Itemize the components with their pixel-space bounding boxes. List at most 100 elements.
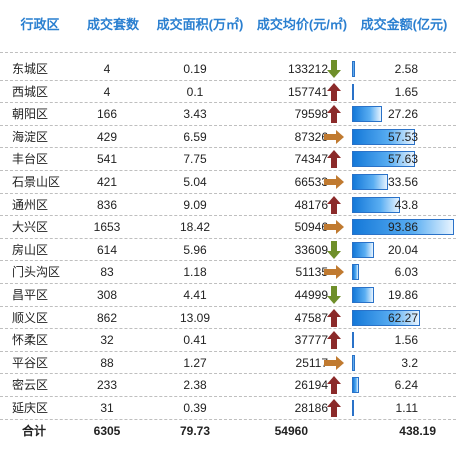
arrow-right-icon: [322, 352, 346, 374]
deal-count: 4: [103, 84, 111, 99]
arrow-up-icon: [322, 103, 346, 125]
row-separator: [0, 350, 456, 352]
deal-area: 1.27: [183, 355, 207, 370]
amount-bar: [352, 196, 400, 213]
amount-bar: [352, 128, 415, 145]
avg-price: 133212: [287, 62, 328, 76]
district-name: 房山区: [12, 242, 49, 257]
deal-count: 308: [96, 288, 118, 302]
district-name: 朝阳区: [12, 107, 49, 122]
avg-price: 44999: [294, 288, 328, 302]
amount-bar: [352, 309, 420, 326]
avg-price: 26194: [294, 378, 328, 393]
deal-count: 614: [96, 242, 118, 257]
arrow-up-icon: [322, 148, 346, 170]
deal-count: 862: [96, 310, 118, 325]
district-name: 石景山区: [12, 175, 61, 189]
avg-price: 33609: [294, 242, 328, 257]
row-separator: [0, 237, 456, 239]
header-amount: 成交金额(亿元): [360, 17, 448, 32]
district-name: 密云区: [12, 378, 49, 393]
district-name: 海淀区: [12, 129, 49, 144]
district-name: 昌平区: [12, 288, 49, 302]
total-label: 合计: [22, 424, 47, 438]
avg-price: 50946: [294, 220, 328, 235]
district-name: 大兴区: [12, 220, 49, 235]
deal-count: 1653: [93, 220, 121, 235]
amount-bar: [352, 264, 359, 281]
header-area: 成交面积(万㎡): [156, 17, 244, 32]
deal-count: 429: [96, 129, 118, 144]
table-row: 西城区 4 0.1 157741 1.65: [0, 81, 456, 104]
avg-price: 79598: [294, 107, 328, 122]
district-name: 西城区: [12, 84, 49, 99]
amount-bar: [352, 106, 382, 123]
deal-amount: 6.24: [394, 378, 418, 393]
deal-amount: 43.8: [394, 197, 418, 212]
table-row: 门头沟区 83 1.18 51135 6.03: [0, 261, 456, 284]
amount-bar: [352, 219, 454, 236]
deal-amount: 93.86: [387, 220, 418, 235]
row-separator: [0, 260, 456, 262]
arrow-down-icon: [322, 284, 346, 306]
deal-amount: 57.53: [387, 129, 418, 144]
table-row: 延庆区 31 0.39 28186 1.11: [0, 397, 456, 420]
total-price: 54960: [274, 424, 308, 438]
table-row: 通州区 836 9.09 48176 43.8: [0, 194, 456, 217]
table-row: 海淀区 429 6.59 87326 57.53: [0, 126, 456, 149]
deal-count: 421: [96, 175, 118, 189]
row-separator: [0, 418, 456, 420]
table-row: 密云区 233 2.38 26194 6.24: [0, 374, 456, 397]
deal-count: 88: [100, 355, 114, 370]
table-header: 行政区 成交套数 成交面积(万㎡) 成交均价(元/㎡) 成交金额(亿元): [0, 0, 456, 52]
row-separator: [0, 215, 456, 217]
deal-area: 0.41: [183, 333, 207, 348]
avg-price: 25117: [295, 355, 328, 370]
deal-count: 4: [103, 62, 111, 76]
avg-price: 48176: [294, 197, 328, 212]
deal-amount: 1.56: [394, 333, 418, 348]
row-separator: [0, 170, 456, 171]
deal-amount: 62.27: [387, 310, 418, 325]
district-name: 门头沟区: [12, 265, 61, 280]
district-name: 通州区: [12, 197, 49, 212]
arrow-up-icon: [322, 81, 346, 103]
table-row: 东城区 4 0.19 133212 2.58: [0, 58, 456, 81]
row-separator: [0, 79, 456, 81]
deal-count: 541: [96, 152, 118, 167]
table-row: 昌平区 308 4.41 44999 19.86: [0, 284, 456, 307]
table-row: 石景山区 421 5.04 66533 33.56: [0, 171, 456, 194]
deal-amount: 20.04: [387, 242, 418, 257]
total-row: 合计 6305 79.73 54960 438.19: [0, 420, 456, 443]
deal-area: 7.75: [183, 152, 207, 167]
arrow-up-icon: [322, 397, 346, 419]
avg-price: 87326: [294, 129, 328, 144]
deal-area: 18.42: [179, 220, 211, 235]
table-row: 房山区 614 5.96 33609 20.04: [0, 239, 456, 262]
deal-amount: 33.56: [387, 175, 418, 189]
deal-amount: 6.03: [394, 265, 418, 280]
avg-price: 47587: [294, 310, 328, 325]
arrow-up-icon: [322, 329, 346, 351]
deal-area: 4.41: [183, 288, 207, 302]
deal-count: 83: [100, 265, 114, 280]
deal-amount: 57.63: [387, 152, 418, 167]
district-name: 怀柔区: [12, 333, 49, 348]
avg-price: 37777: [294, 333, 328, 348]
amount-bar: [352, 151, 415, 168]
district-name: 平谷区: [12, 355, 49, 370]
amount-bar: [352, 332, 354, 349]
total-area: 79.73: [179, 424, 211, 438]
total-count: 6305: [93, 424, 121, 438]
amount-bar: [352, 354, 356, 371]
deal-area: 3.43: [183, 107, 207, 122]
amount-bar: [352, 400, 354, 416]
deal-area: 13.09: [179, 310, 211, 325]
total-amount: 438.19: [399, 424, 436, 438]
row-separator: [0, 102, 456, 104]
deal-area: 5.04: [183, 175, 207, 189]
avg-price: 28186: [294, 401, 328, 415]
deal-amount: 27.26: [387, 107, 418, 122]
arrow-down-icon: [322, 239, 346, 261]
